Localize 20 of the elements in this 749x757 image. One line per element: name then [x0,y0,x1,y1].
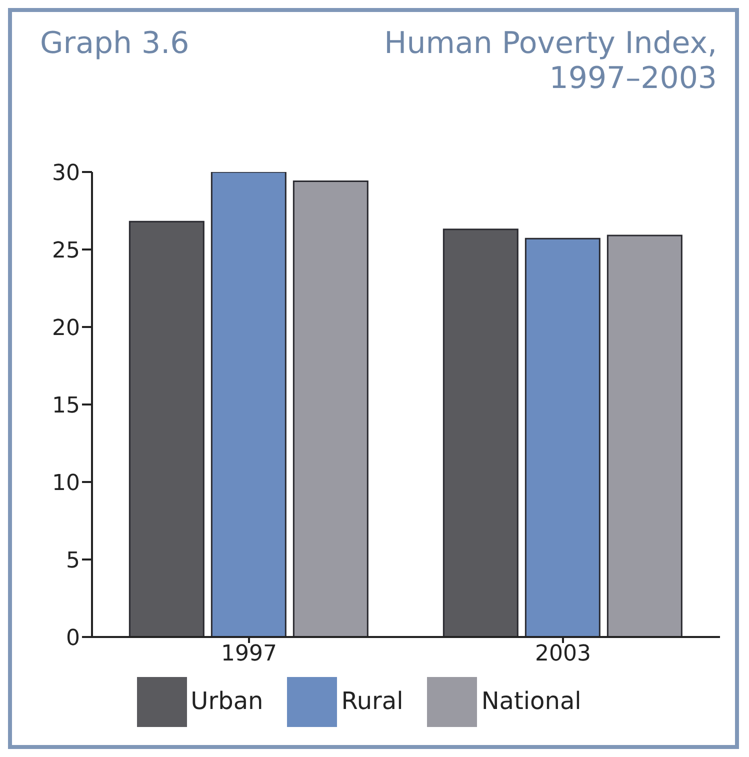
bar [606,234,682,637]
bar [442,228,518,637]
legend-label: Urban [190,686,264,715]
bar [210,172,286,637]
y-tick-label: 0 [66,626,80,651]
x-tick-label: 2003 [535,642,591,667]
y-tick-label: 10 [52,470,80,496]
y-tick-label: 25 [52,238,80,264]
x-tick-label: 1997 [221,642,277,667]
y-tick-label: 5 [66,548,80,574]
bar [128,220,204,637]
legend-label: National [481,686,582,715]
y-tick-label: 20 [52,316,80,341]
y-tick-label: 15 [52,393,80,418]
y-tick-label: 30 [52,160,80,186]
chart-subtitle: Graph 3.6 [40,26,190,63]
bar [524,238,600,637]
bar [292,180,368,637]
legend-label: Rural [341,686,404,715]
chart-title: Human Poverty Index, 1997–2003 [383,26,717,96]
